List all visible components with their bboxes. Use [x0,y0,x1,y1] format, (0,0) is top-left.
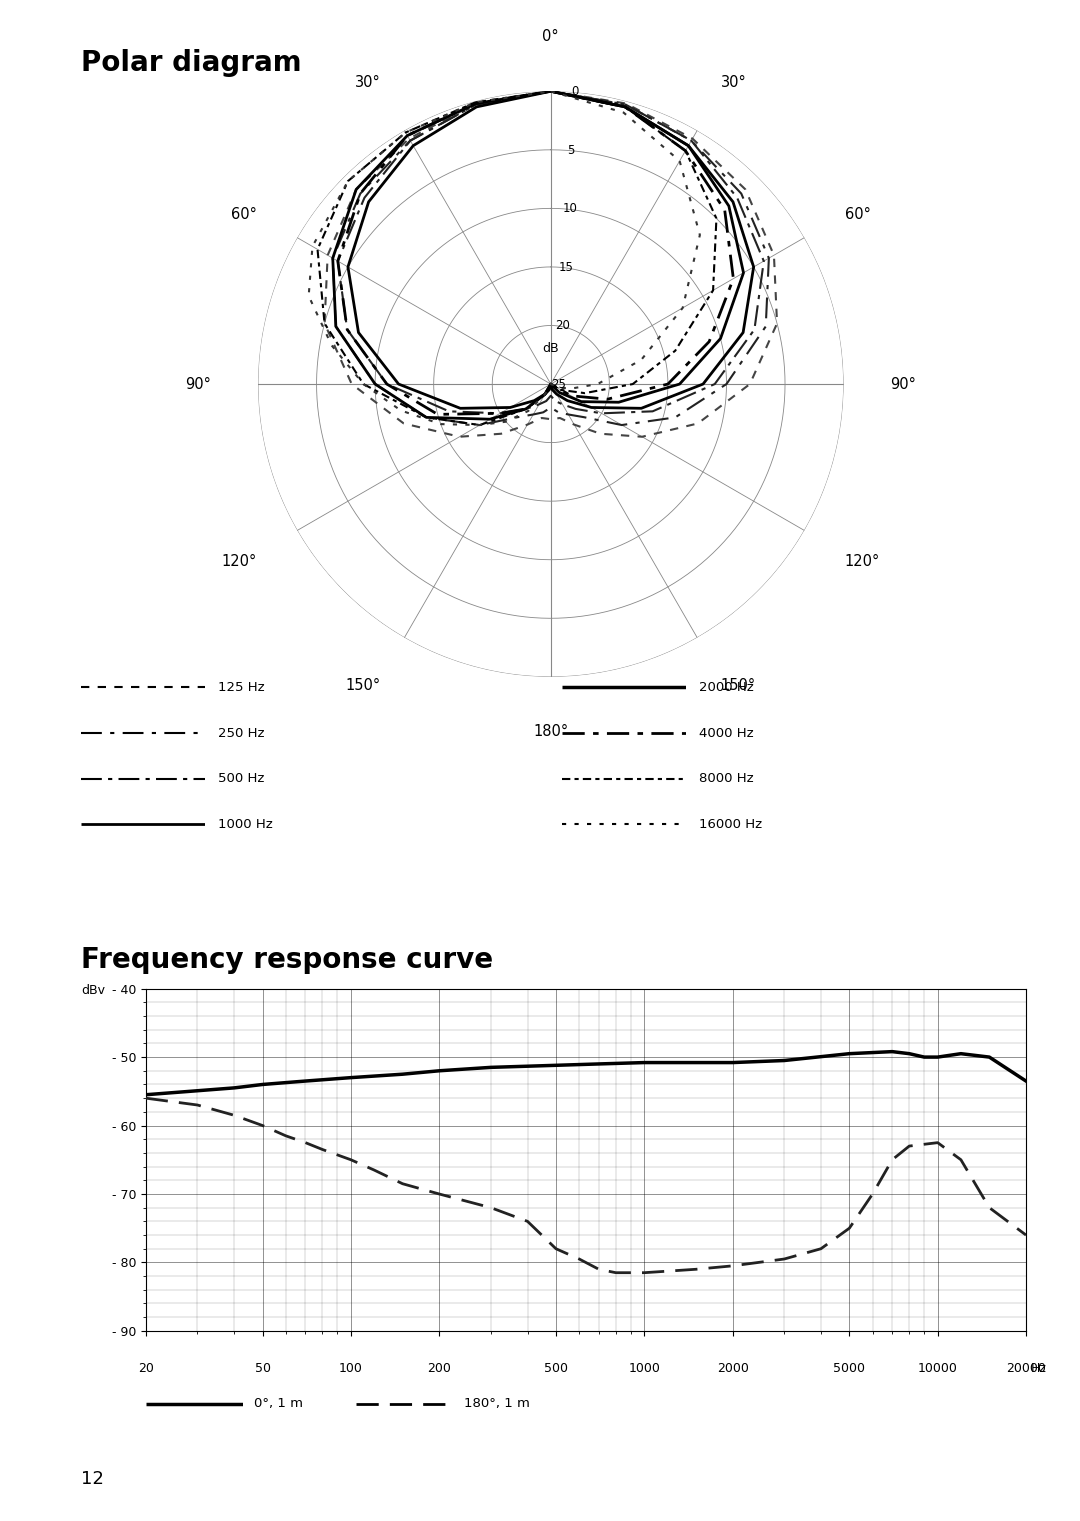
Text: 10: 10 [563,202,578,216]
Text: 500 Hz: 500 Hz [218,773,265,785]
Text: dB: dB [542,342,559,356]
Text: 20: 20 [555,319,570,332]
Text: 250 Hz: 250 Hz [218,727,265,739]
Text: 5: 5 [567,144,575,157]
Text: 150°: 150° [346,678,381,694]
Text: 30°: 30° [720,75,746,90]
Text: Hz: Hz [1031,1361,1047,1375]
Text: 1000: 1000 [629,1361,660,1375]
Text: 100: 100 [339,1361,363,1375]
Text: 0°: 0° [542,29,559,44]
Text: 50: 50 [255,1361,271,1375]
Text: 15: 15 [559,260,573,274]
Text: 20000: 20000 [1007,1361,1045,1375]
Text: 16000 Hz: 16000 Hz [699,818,761,830]
Text: 2000 Hz: 2000 Hz [699,681,754,694]
Text: 20: 20 [138,1361,153,1375]
Text: 60°: 60° [231,207,257,222]
Text: 180°, 1 m: 180°, 1 m [464,1398,530,1410]
Text: 90°: 90° [890,377,916,391]
Text: 125 Hz: 125 Hz [218,681,265,694]
Text: Polar diagram: Polar diagram [81,49,301,76]
Text: 200: 200 [428,1361,451,1375]
Text: 1000 Hz: 1000 Hz [218,818,273,830]
Text: 120°: 120° [221,554,257,569]
Text: 25: 25 [551,377,566,391]
Text: dBv: dBv [81,984,105,998]
Text: 2000: 2000 [717,1361,748,1375]
Text: Frequency response curve: Frequency response curve [81,946,494,973]
Text: 30°: 30° [355,75,381,90]
Text: 90°: 90° [186,377,212,391]
Text: 60°: 60° [845,207,870,222]
Text: 10000: 10000 [918,1361,958,1375]
Text: 5000: 5000 [834,1361,865,1375]
Text: 0°, 1 m: 0°, 1 m [254,1398,302,1410]
Text: 120°: 120° [845,554,880,569]
Text: 0: 0 [571,85,579,99]
Text: 4000 Hz: 4000 Hz [699,727,754,739]
Text: 8000 Hz: 8000 Hz [699,773,754,785]
Text: 150°: 150° [720,678,756,694]
Text: 500: 500 [544,1361,568,1375]
Text: 12: 12 [81,1469,104,1488]
Text: 180°: 180° [534,724,568,739]
